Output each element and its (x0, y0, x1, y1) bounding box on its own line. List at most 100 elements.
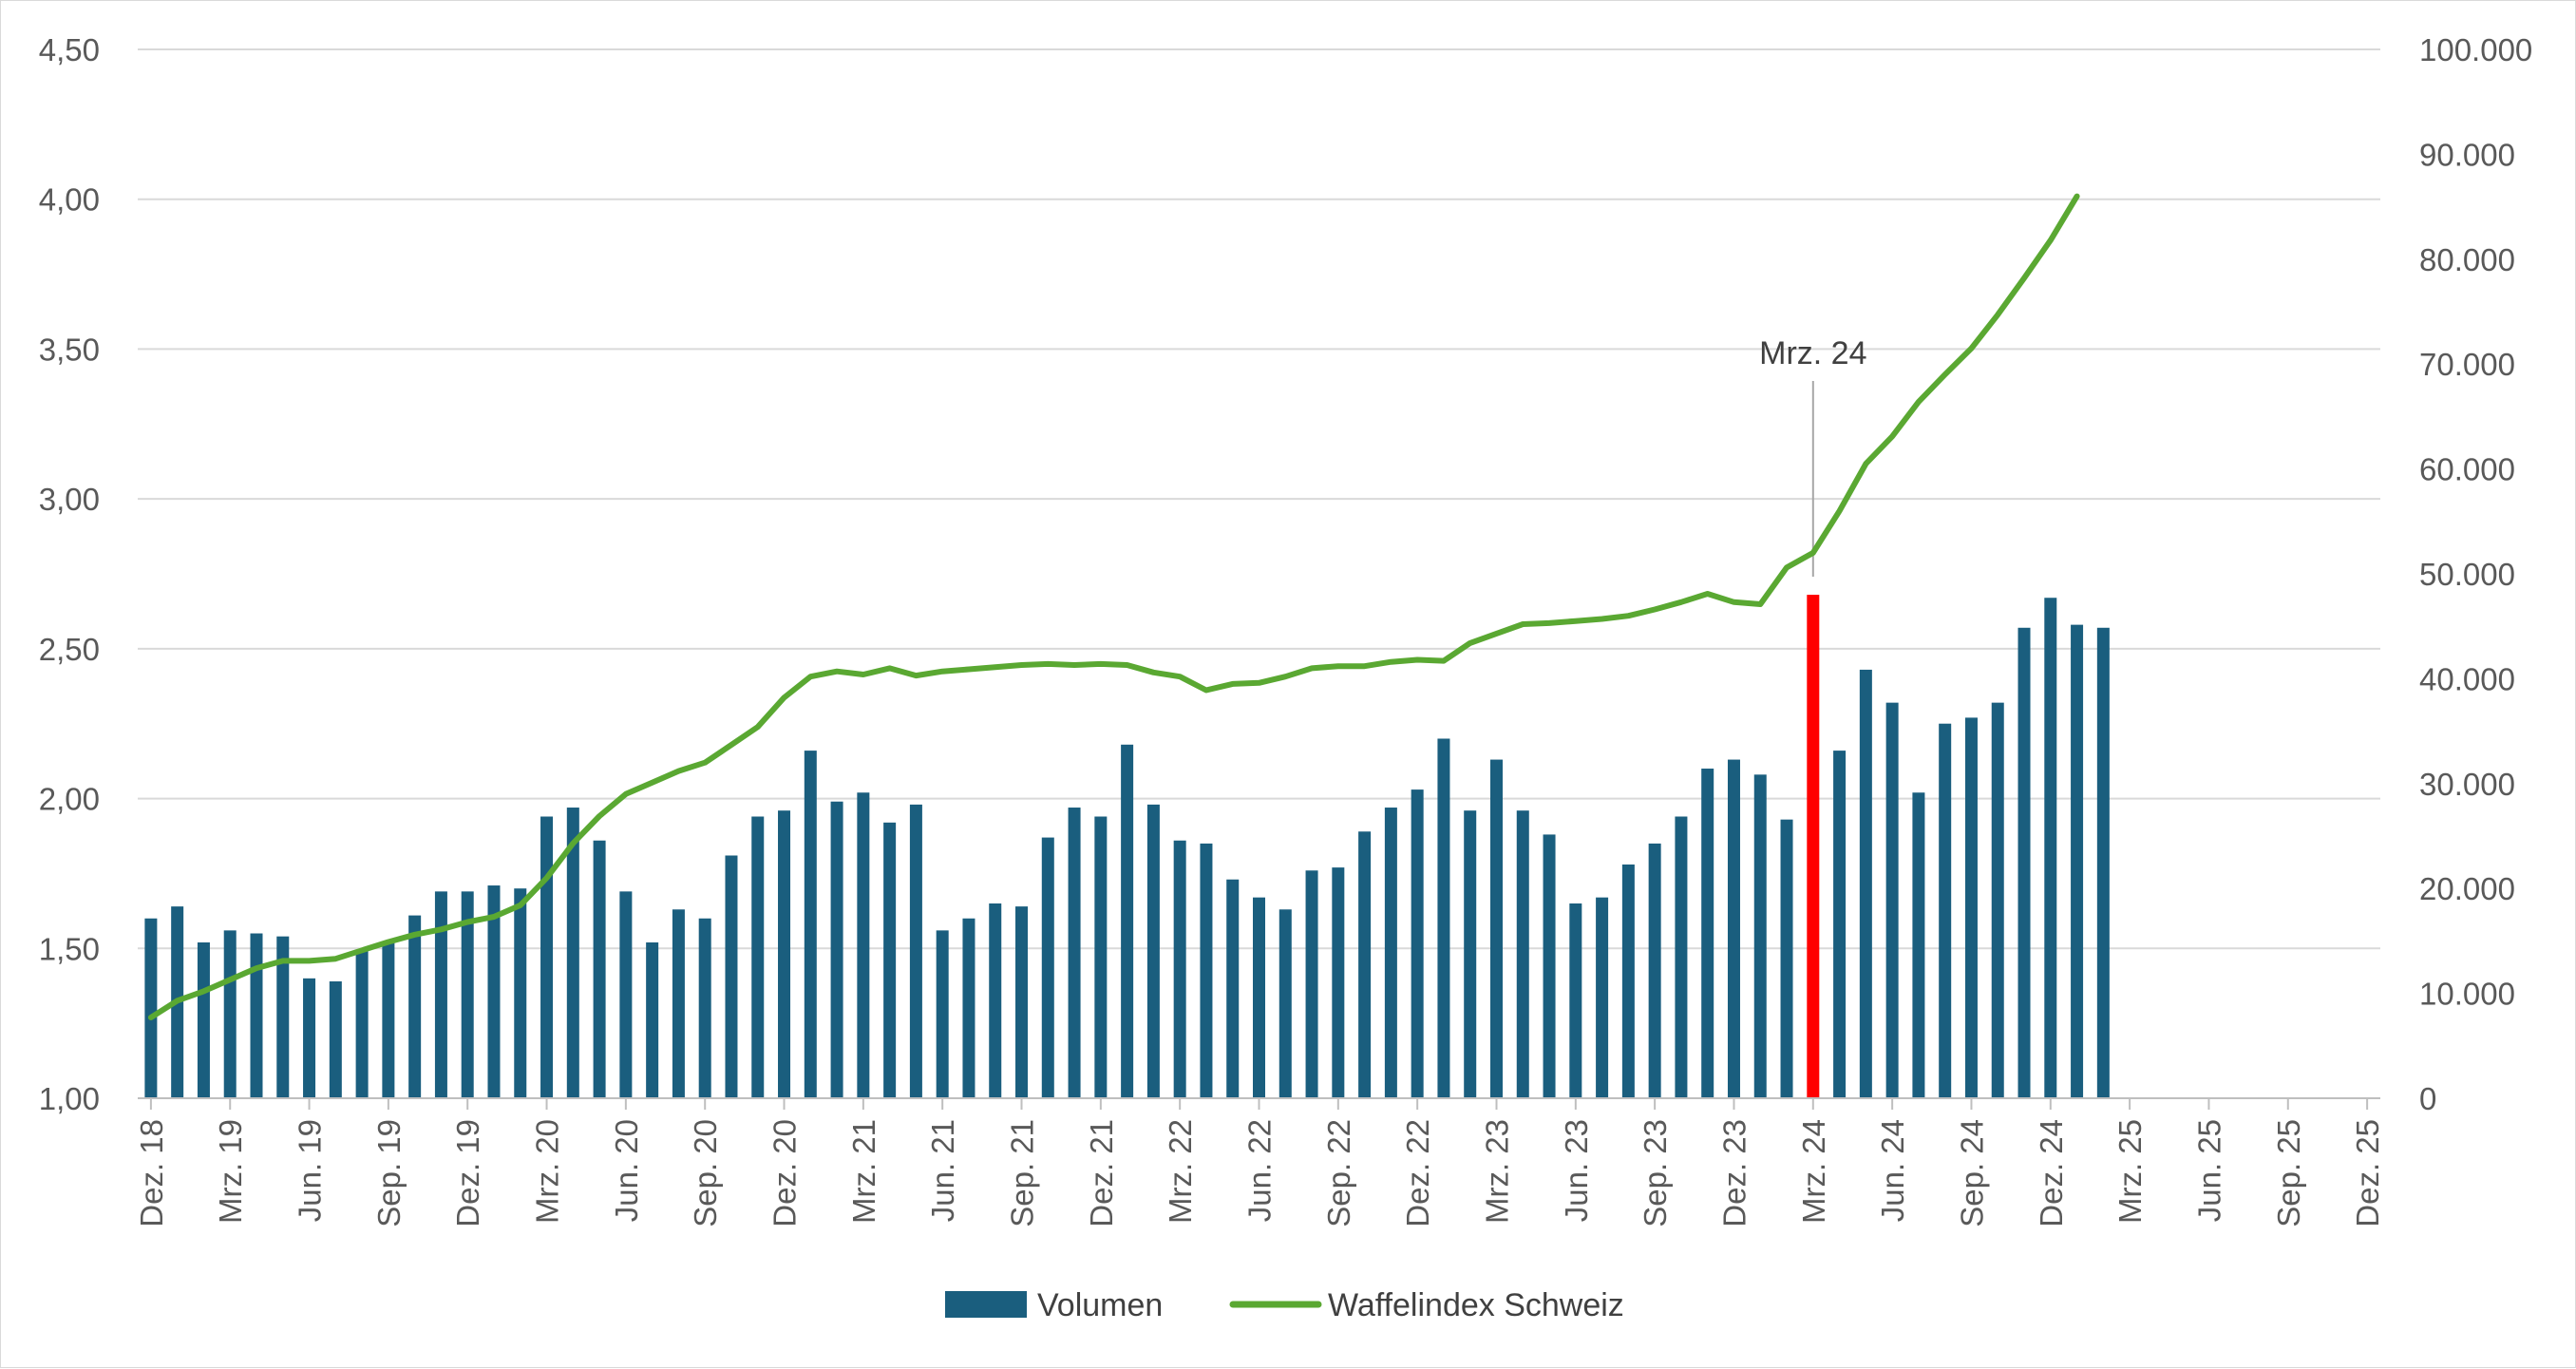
x-tick-label: Jun. 23 (1559, 1119, 1594, 1222)
bar (1041, 837, 1054, 1098)
y-right-tick-label: 90.000 (2419, 137, 2515, 172)
bar (1332, 867, 1345, 1098)
legend-swatch-volumen (945, 1291, 1027, 1318)
bar (619, 891, 633, 1098)
x-tick-label: Sep. 20 (688, 1119, 723, 1227)
y-left-tick-label: 4,00 (39, 182, 100, 218)
bar (1596, 897, 1609, 1098)
bar (1833, 751, 1847, 1098)
bar (1411, 789, 1424, 1098)
y-right-tick-label: 100.000 (2419, 32, 2532, 67)
x-tick-label: Jun. 25 (2191, 1119, 2226, 1222)
y-right-tick-label: 0 (2419, 1081, 2436, 1116)
axes: 1,00 1,50 2,00 2,50 3,00 3,50 4,00 4,50 0 10.000 2… (39, 32, 2533, 1227)
bar (1648, 843, 1661, 1098)
x-tick-label: Sep. 22 (1321, 1119, 1356, 1227)
y-left-tick-label: 2,50 (39, 632, 100, 667)
bar (1885, 702, 1899, 1098)
y-right-tick-label: 80.000 (2419, 242, 2515, 277)
bar (1015, 906, 1029, 1098)
bar (1200, 843, 1213, 1098)
bar (408, 915, 422, 1098)
bar (329, 980, 342, 1098)
bar (303, 978, 316, 1098)
bar (962, 918, 975, 1098)
bar (1675, 816, 1688, 1098)
bar (1543, 834, 1556, 1098)
y-right-tick-label: 50.000 (2419, 557, 2515, 592)
volume-bars (144, 595, 2110, 1098)
bar (461, 891, 474, 1098)
x-tick-label: Mrz. 23 (1479, 1119, 1514, 1224)
gridlines (138, 48, 2380, 950)
bar (1437, 738, 1450, 1098)
x-tick-label: Sep. 24 (1954, 1119, 1989, 1227)
x-tick-label: Sep. 19 (371, 1119, 407, 1227)
bar (1621, 864, 1635, 1098)
bar (2017, 627, 2031, 1098)
bar (355, 951, 369, 1098)
bar (672, 909, 685, 1098)
bar (540, 816, 554, 1098)
y-left-tick-label: 4,50 (39, 32, 100, 67)
bar (1701, 769, 1714, 1098)
bar (1173, 840, 1186, 1098)
bar (593, 840, 606, 1098)
bar (1146, 804, 1160, 1098)
bar (989, 903, 1002, 1098)
bar (2071, 624, 2084, 1098)
annotation-label: Mrz. 24 (1759, 335, 1866, 371)
bar (1489, 759, 1503, 1098)
bar (487, 885, 501, 1098)
x-tick-label: Mrz. 19 (213, 1119, 248, 1224)
x-tick-label: Jun. 19 (293, 1119, 328, 1222)
bar (804, 751, 817, 1098)
highlighted-bar (1807, 595, 1820, 1098)
x-tick-label: Mrz. 24 (1796, 1119, 1831, 1224)
bar (2044, 598, 2057, 1098)
bar (197, 941, 210, 1098)
bar (1094, 816, 1108, 1098)
bar (514, 888, 527, 1098)
x-tick-label: Dez. 19 (450, 1119, 485, 1227)
y-left-tick-label: 2,00 (39, 782, 100, 817)
bar (698, 918, 711, 1098)
bar (1384, 808, 1397, 1098)
x-tick-label: Dez. 24 (2034, 1119, 2069, 1227)
x-tick-label: Jun. 22 (1242, 1119, 1278, 1222)
bar (830, 801, 843, 1098)
x-tick-label: Dez. 20 (767, 1119, 803, 1227)
y-left-tick-label: 1,00 (39, 1081, 100, 1116)
bar (1358, 831, 1372, 1098)
x-tick-label: Mrz. 20 (530, 1119, 565, 1224)
bar (1464, 810, 1477, 1098)
bar (1516, 810, 1529, 1098)
y-left-tick-label: 3,50 (39, 332, 100, 367)
bar (1753, 774, 1767, 1098)
x-tick-label: Mrz. 22 (1163, 1119, 1198, 1224)
x-tick-label: Sep. 21 (1005, 1119, 1040, 1227)
bar (751, 816, 765, 1098)
legend: Volumen Waffelindex Schweiz (945, 1287, 1624, 1323)
bar (1964, 717, 1978, 1098)
bar (1912, 792, 1925, 1098)
y-right-tick-label: 60.000 (2419, 452, 2515, 487)
legend-label-volumen: Volumen (1037, 1287, 1163, 1323)
y-right-tick-label: 70.000 (2419, 347, 2515, 382)
x-tick-label: Mrz. 21 (846, 1119, 881, 1224)
x-tick-label: Dez. 22 (1400, 1119, 1435, 1227)
y-right-tick-label: 10.000 (2419, 977, 2515, 1012)
y-right-tick-label: 40.000 (2419, 661, 2515, 696)
x-tick-label: Dez. 21 (1084, 1119, 1119, 1227)
x-tick-label: Sep. 23 (1638, 1119, 1673, 1227)
bar (223, 930, 237, 1098)
x-tick-label: Dez. 23 (1716, 1119, 1752, 1227)
y-left-tick-label: 1,50 (39, 931, 100, 966)
x-tick-label: Jun. 20 (609, 1119, 644, 1222)
y-right-tick-label: 20.000 (2419, 871, 2515, 906)
bar (1068, 808, 1081, 1098)
bar (909, 804, 922, 1098)
bar (1569, 903, 1582, 1098)
bar (936, 930, 949, 1098)
